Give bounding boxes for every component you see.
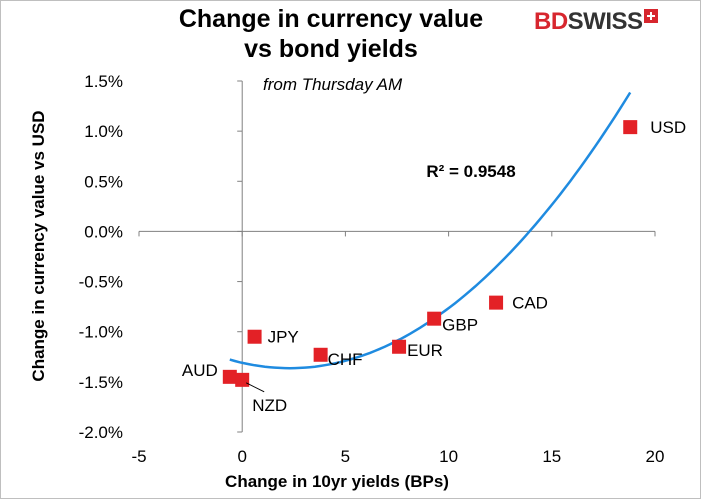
logo-text-swiss: SWISS [567, 8, 643, 35]
y-tick-label: 1.5% [84, 72, 123, 91]
marker-eur [392, 339, 407, 354]
point-label-jpy: JPY [268, 328, 299, 347]
x-tick-label: 0 [237, 447, 246, 466]
chart-title: Change in currency value vs bond yields [121, 4, 541, 64]
x-tick-label: 5 [341, 447, 350, 466]
y-tick-label: 0.0% [84, 222, 123, 241]
marker-aud [222, 369, 237, 384]
y-tick-label: -2.0% [79, 423, 123, 442]
point-label-cad: CAD [512, 294, 548, 313]
point-label-eur: EUR [407, 341, 443, 360]
x-tick-label: 20 [646, 447, 665, 466]
point-label-usd: USD [650, 118, 686, 137]
leader-line-nzd [245, 382, 265, 393]
marker-jpy [247, 329, 262, 344]
x-axis-label: Change in 10yr yields (BPs) [225, 472, 449, 491]
x-tick-label: 10 [439, 447, 458, 466]
tick-labels: 1.5% 1.0% 0.5% 0.0% -0.5% -1.0% -1.5% -2.0% -5 0 5… [79, 72, 665, 466]
bdswiss-logo: BD SWISS [534, 8, 658, 35]
point-label-gbp: GBP [442, 316, 478, 335]
point-label-nzd: NZD [252, 396, 287, 415]
y-tick-label: -1.5% [79, 373, 123, 392]
y-tick-label: 0.5% [84, 172, 123, 191]
y-axis-label: Change in currency value vs USD [29, 110, 48, 382]
y-tick-label: 1.0% [84, 122, 123, 141]
x-tick-label: -5 [131, 447, 146, 466]
data-points: USD CAD GBP EUR CHF JPY AUD NZD [182, 118, 686, 415]
point-label-chf: CHF [328, 350, 363, 369]
chart-title-line-2: vs bond yields [244, 35, 418, 63]
chart-title-line-1: Change in currency value [178, 5, 484, 33]
swiss-cross-icon [643, 9, 658, 23]
marker-nzd [235, 372, 250, 387]
r-squared-label: R² = 0.9548 [426, 162, 515, 181]
y-tick-label: -0.5% [79, 273, 123, 292]
point-label-aud: AUD [182, 361, 218, 380]
chart-subtitle: from Thursday AM [263, 75, 403, 94]
marker-gbp [427, 311, 442, 326]
logo-text-bd: BD [534, 8, 568, 35]
y-tick-label: -1.0% [79, 323, 123, 342]
x-tick-label: 15 [542, 447, 561, 466]
marker-cad [489, 295, 504, 310]
marker-usd [623, 120, 638, 135]
marker-chf [313, 347, 328, 362]
